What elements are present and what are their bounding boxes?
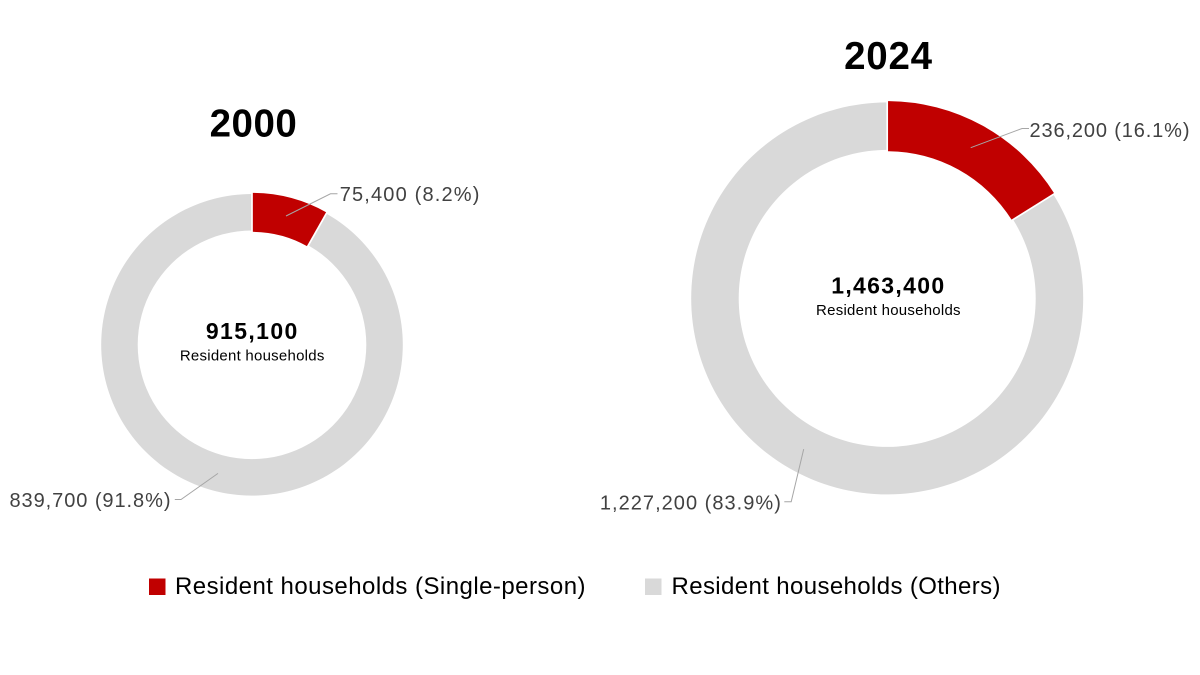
svg-text:Resident households (Others): Resident households (Others): [672, 573, 1001, 600]
svg-text:Resident households: Resident households: [816, 302, 961, 319]
svg-text:915,100: 915,100: [206, 318, 298, 344]
svg-text:2024: 2024: [844, 35, 933, 78]
svg-text:Resident households: Resident households: [180, 348, 325, 365]
svg-text:1,227,200 (83.9%): 1,227,200 (83.9%): [600, 493, 781, 515]
svg-text:236,200 (16.1%): 236,200 (16.1%): [1030, 120, 1190, 142]
svg-text:75,400 (8.2%): 75,400 (8.2%): [340, 184, 480, 206]
svg-text:1,463,400: 1,463,400: [831, 272, 944, 298]
svg-text:839,700 (91.8%): 839,700 (91.8%): [10, 490, 171, 512]
svg-text:2000: 2000: [210, 103, 297, 146]
svg-text:Resident households (Single-pe: Resident households (Single-person): [175, 573, 586, 600]
